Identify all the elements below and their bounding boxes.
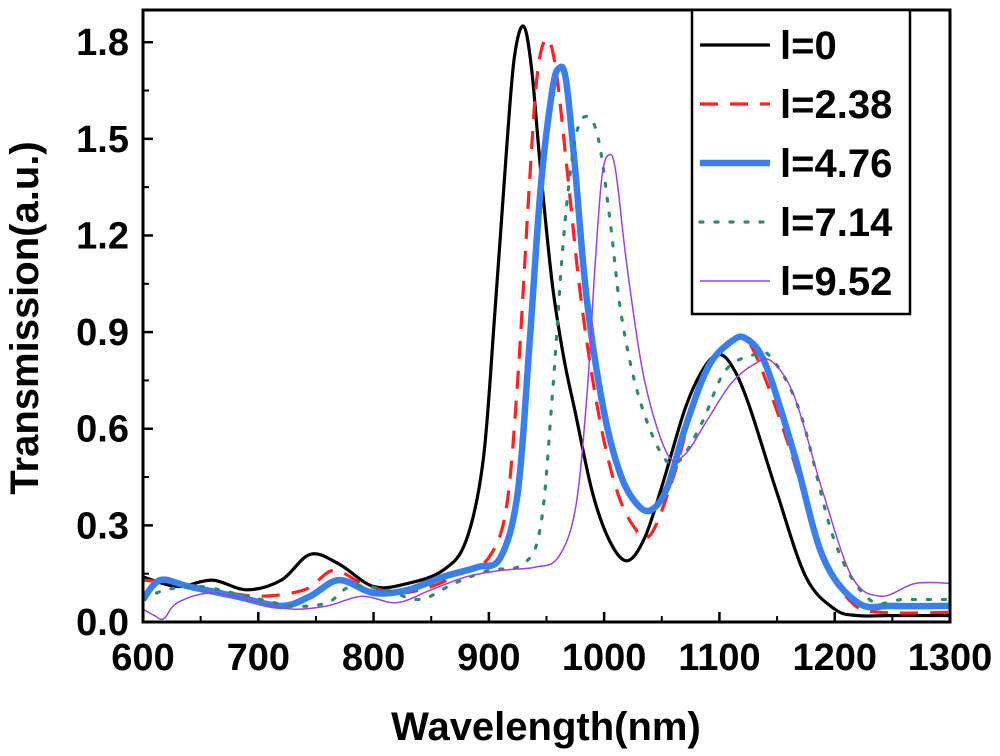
y-tick-label: 0.3 (76, 505, 129, 547)
x-tick-labels: 600 700 800 900 1000 1100 1200 1300 (111, 637, 992, 679)
y-tick-label: 1.5 (76, 119, 129, 161)
legend-label-2: l=2.38 (780, 83, 892, 127)
series-line-5 (143, 153, 950, 621)
legend-label-3: l=4.76 (780, 142, 892, 186)
legend: l=0 l=2.38 l=4.76 l=7.14 l=9.52 (690, 8, 912, 316)
y-tick-label: 0.9 (76, 312, 129, 354)
x-axis-title: Wavelength(nm) (391, 705, 701, 749)
y-tick-label: 1.8 (76, 22, 129, 64)
series-line-1 (143, 24, 950, 618)
x-tick-label: 900 (457, 637, 520, 679)
series-line-3 (143, 63, 950, 611)
x-tick-label: 1000 (562, 637, 647, 679)
x-tick-label: 1100 (678, 637, 760, 679)
x-tick-label: 600 (111, 637, 174, 679)
y-tick-label: 0.0 (76, 602, 129, 644)
plot-frame (141, 8, 952, 624)
legend-label-4: l=7.14 (780, 201, 893, 245)
x-tick-label: 1200 (792, 637, 877, 679)
legend-label-1: l=0 (780, 24, 837, 68)
y-tick-labels: 0.0 0.3 0.6 0.9 1.2 1.5 1.8 (76, 22, 129, 644)
x-tick-label: 700 (227, 637, 290, 679)
y-tick-label: 0.6 (76, 409, 129, 451)
x-tick-label: 800 (342, 637, 405, 679)
y-tick-label: 1.2 (76, 215, 129, 257)
series-lines (143, 24, 950, 621)
y-axis-title: Transmission(a.u.) (3, 141, 47, 494)
series-line-2 (143, 37, 950, 615)
x-tick-label: 1300 (908, 637, 993, 679)
legend-label-5: l=9.52 (780, 260, 892, 304)
